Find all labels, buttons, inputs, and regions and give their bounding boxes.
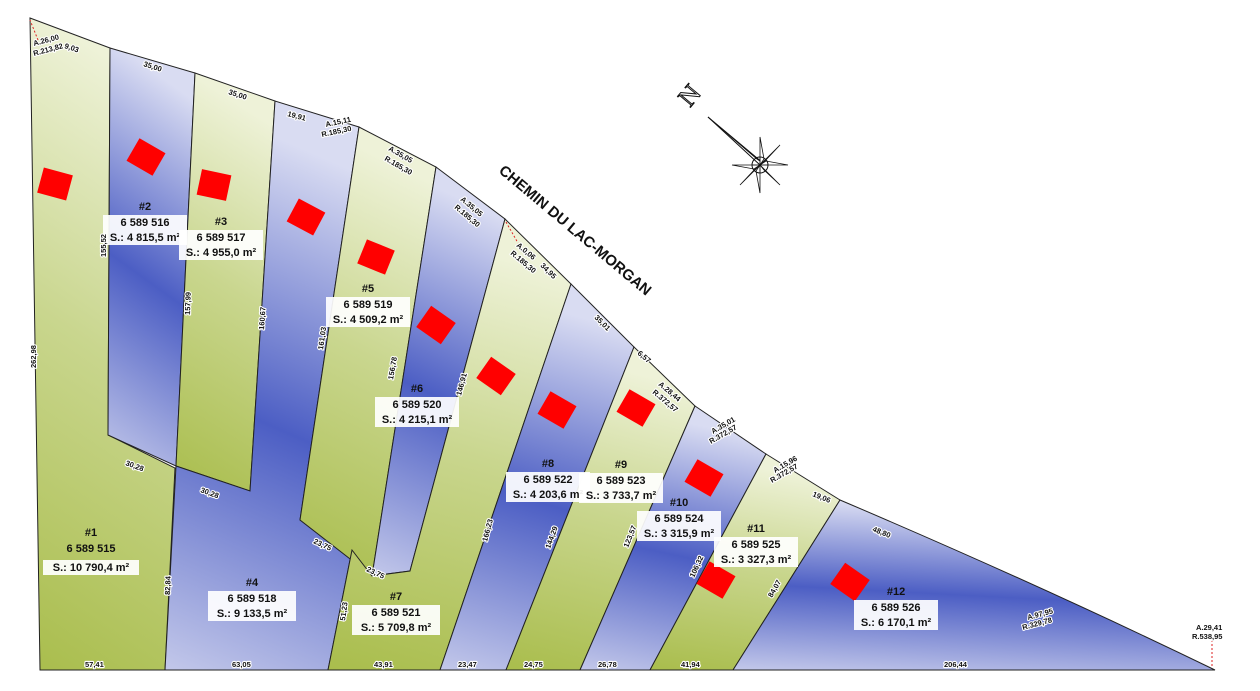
svg-text:#11: #11 xyxy=(747,523,765,535)
house-lot-7 xyxy=(476,356,516,396)
house-lot-8 xyxy=(537,391,577,429)
svg-text:#9: #9 xyxy=(615,459,627,471)
curve-marker-1 xyxy=(29,19,39,41)
svg-text:S.: 4 955,0 m²: S.: 4 955,0 m² xyxy=(186,247,257,259)
lot-label-3: #3 6 589 517 S.: 4 955,0 m² xyxy=(179,216,263,260)
house-lot-10 xyxy=(684,459,724,497)
lot-label-4: #4 6 589 518 S.: 9 133,5 m² xyxy=(208,577,296,621)
svg-text:S.: 4 509,2 m²: S.: 4 509,2 m² xyxy=(333,314,404,326)
svg-text:S.: 4 215,1 m²: S.: 4 215,1 m² xyxy=(382,414,453,426)
lot-7-parcel[interactable] xyxy=(327,218,572,671)
svg-text:6 589 526: 6 589 526 xyxy=(872,602,921,614)
house-lot-1 xyxy=(37,167,73,201)
dim-bot-6: 26,78 xyxy=(598,660,617,669)
svg-text:6 589 518: 6 589 518 xyxy=(228,593,277,605)
svg-text:6 589 524: 6 589 524 xyxy=(655,513,705,525)
svg-text:6 589 516: 6 589 516 xyxy=(121,217,170,229)
lots-layer xyxy=(29,17,1216,671)
svg-text:6 589 523: 6 589 523 xyxy=(597,475,646,487)
dim-bot-7: 41,94 xyxy=(681,660,701,669)
svg-text:#6: #6 xyxy=(411,383,423,395)
lot-label-7: #7 6 589 521 S.: 5 709,8 m² xyxy=(352,591,440,635)
dim-side-a: 262,98 xyxy=(29,345,38,368)
dim-bot-1: 57,41 xyxy=(85,660,104,669)
svg-text:S.: 3 733,7 m²: S.: 3 733,7 m² xyxy=(586,490,657,502)
dim-bot-2: 63,05 xyxy=(232,660,251,669)
house-lot-9 xyxy=(616,389,656,427)
svg-text:S.: 10 790,4 m²: S.: 10 790,4 m² xyxy=(53,562,130,574)
house-lot-4 xyxy=(286,198,326,236)
houses-layer xyxy=(37,138,870,602)
svg-text:#12: #12 xyxy=(887,586,905,598)
curve-marker-5 xyxy=(505,221,519,244)
svg-text:#5: #5 xyxy=(362,283,374,295)
svg-text:#2: #2 xyxy=(139,201,151,213)
lot-labels: #1 6 589 515 S.: 10 790,4 m² #2 6 589 51… xyxy=(43,201,938,635)
svg-text:6 589 525: 6 589 525 xyxy=(732,539,781,551)
dim-side-e: 161,03 xyxy=(316,326,328,350)
lot-label-8: #8 6 589 522 S.: 4 203,6 m² xyxy=(506,458,590,502)
svg-text:6 589 522: 6 589 522 xyxy=(524,474,573,486)
svg-text:6 589 521: 6 589 521 xyxy=(372,607,421,619)
svg-text:6 589 517: 6 589 517 xyxy=(197,232,246,244)
svg-text:S.: 3 315,9 m²: S.: 3 315,9 m² xyxy=(644,528,715,540)
dim-side-c: 157,99 xyxy=(183,292,193,315)
svg-text:6 589 520: 6 589 520 xyxy=(393,399,442,411)
svg-text:6 589 519: 6 589 519 xyxy=(344,299,393,311)
house-lot-3 xyxy=(196,169,232,201)
svg-text:#7: #7 xyxy=(390,591,402,603)
svg-text:#3: #3 xyxy=(215,216,227,228)
lot-label-6: #6 6 589 520 S.: 4 215,1 m² xyxy=(375,383,459,427)
dim-side-d: 160,67 xyxy=(257,307,268,331)
dim-side-m: 82,84 xyxy=(163,575,173,595)
svg-text:S.: 4 203,6 m²: S.: 4 203,6 m² xyxy=(513,489,584,501)
dim-bot-5: 24,75 xyxy=(524,660,543,669)
svg-text:S.: 5 709,8 m²: S.: 5 709,8 m² xyxy=(361,622,432,634)
svg-text:S.: 4 815,5 m²: S.: 4 815,5 m² xyxy=(110,232,181,244)
svg-text:#1: #1 xyxy=(85,527,97,539)
svg-text:S.: 9 133,5 m²: S.: 9 133,5 m² xyxy=(217,608,288,620)
house-lot-11 xyxy=(696,561,736,599)
svg-text:6 589 515: 6 589 515 xyxy=(67,543,116,555)
dim-curve10-r: R.538,95 xyxy=(1192,632,1222,641)
dim-side-b: 155,52 xyxy=(99,234,108,257)
lot-label-5: #5 6 589 519 S.: 4 509,2 m² xyxy=(326,283,410,327)
house-lot-5 xyxy=(357,239,395,275)
lot-label-10: #10 6 589 524 S.: 3 315,9 m² xyxy=(637,497,721,541)
svg-text:S.: 3 327,3 m²: S.: 3 327,3 m² xyxy=(721,554,792,566)
dim-bot-3: 43,91 xyxy=(374,660,393,669)
svg-text:S.: 6 170,1 m²: S.: 6 170,1 m² xyxy=(861,617,932,629)
svg-text:#4: #4 xyxy=(246,577,259,589)
dim-bot-4: 23,47 xyxy=(458,660,477,669)
dim-side-n: 51,23 xyxy=(338,601,350,621)
house-lot-2 xyxy=(126,138,166,176)
lot-label-11: #11 6 589 525 S.: 3 327,3 m² xyxy=(714,523,798,567)
svg-text:#8: #8 xyxy=(542,458,554,470)
lot-label-1: #1 6 589 515 S.: 10 790,4 m² xyxy=(43,527,139,575)
house-lot-6 xyxy=(416,305,456,345)
house-lot-12 xyxy=(830,562,870,602)
north-arrow-icon xyxy=(707,116,789,194)
svg-text:#10: #10 xyxy=(670,497,688,509)
dim-bot-8: 206,44 xyxy=(944,660,968,669)
lot-12-parcel[interactable] xyxy=(732,499,1216,671)
lot-label-2: #2 6 589 516 S.: 4 815,5 m² xyxy=(103,201,187,245)
lot-label-9: #9 6 589 523 S.: 3 733,7 m² xyxy=(579,459,663,503)
dim-curve10-a: A.29,41 xyxy=(1196,623,1222,632)
north-letter: N xyxy=(672,79,706,112)
lot-label-12: #12 6 589 526 S.: 6 170,1 m² xyxy=(854,586,938,630)
